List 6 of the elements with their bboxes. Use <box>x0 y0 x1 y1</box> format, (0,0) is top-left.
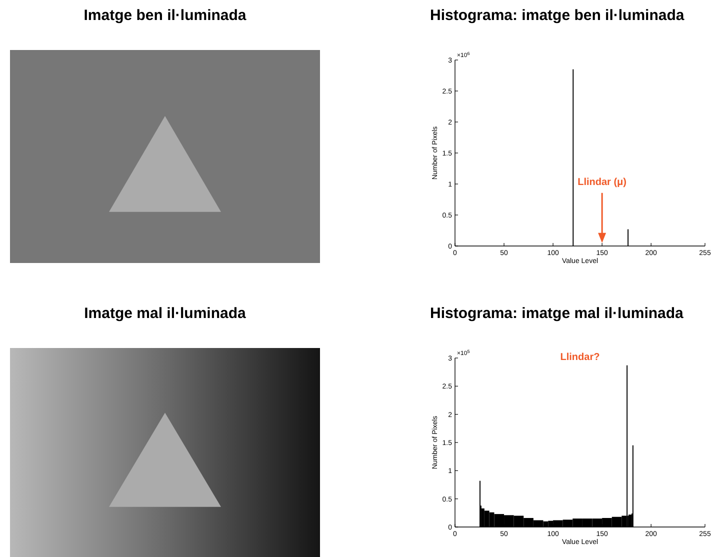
chart-title: Histograma: imatge ben il·luminada <box>430 7 685 24</box>
annotation: Llindar? <box>560 352 600 363</box>
annotation: Llindar (μ) <box>578 176 627 188</box>
chart-title: Histograma: imatge mal il·luminada <box>430 305 684 322</box>
text: Imatge mal il·luminada <box>84 305 246 322</box>
text: Imatge ben il·luminada <box>84 7 247 24</box>
